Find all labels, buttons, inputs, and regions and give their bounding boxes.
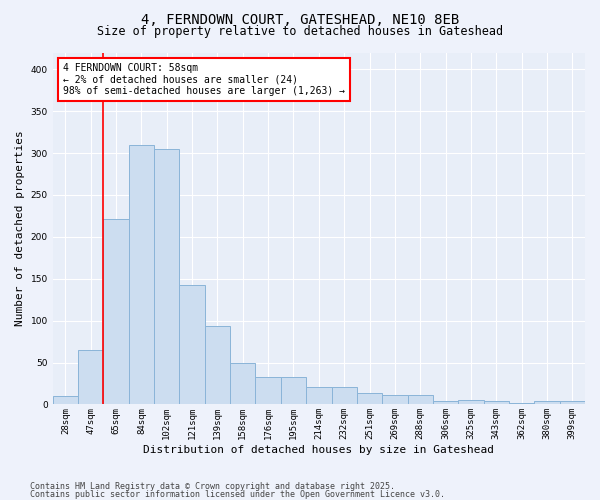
Bar [484, 401, 509, 404]
Bar [560, 401, 585, 404]
Bar [129, 144, 154, 404]
Text: 4 FERNDOWN COURT: 58sqm
← 2% of detached houses are smaller (24)
98% of semi-det: 4 FERNDOWN COURT: 58sqm ← 2% of detached… [64, 63, 346, 96]
Bar [154, 149, 179, 405]
Text: Contains HM Land Registry data © Crown copyright and database right 2025.: Contains HM Land Registry data © Crown c… [30, 482, 395, 491]
Bar [53, 396, 78, 404]
Y-axis label: Number of detached properties: Number of detached properties [15, 130, 25, 326]
Bar [205, 326, 230, 404]
Bar [458, 400, 484, 404]
Bar [230, 362, 256, 405]
Bar [433, 401, 458, 404]
Bar [306, 387, 332, 404]
Text: Contains public sector information licensed under the Open Government Licence v3: Contains public sector information licen… [30, 490, 445, 499]
Bar [332, 387, 357, 404]
Text: Size of property relative to detached houses in Gateshead: Size of property relative to detached ho… [97, 25, 503, 38]
Bar [535, 401, 560, 404]
Bar [281, 377, 306, 404]
Bar [509, 402, 535, 404]
Bar [407, 395, 433, 404]
Text: 4, FERNDOWN COURT, GATESHEAD, NE10 8EB: 4, FERNDOWN COURT, GATESHEAD, NE10 8EB [141, 12, 459, 26]
Bar [103, 219, 129, 404]
Bar [179, 284, 205, 405]
Bar [78, 350, 103, 405]
X-axis label: Distribution of detached houses by size in Gateshead: Distribution of detached houses by size … [143, 445, 494, 455]
Bar [256, 377, 281, 404]
Bar [382, 395, 407, 404]
Bar [357, 392, 382, 404]
